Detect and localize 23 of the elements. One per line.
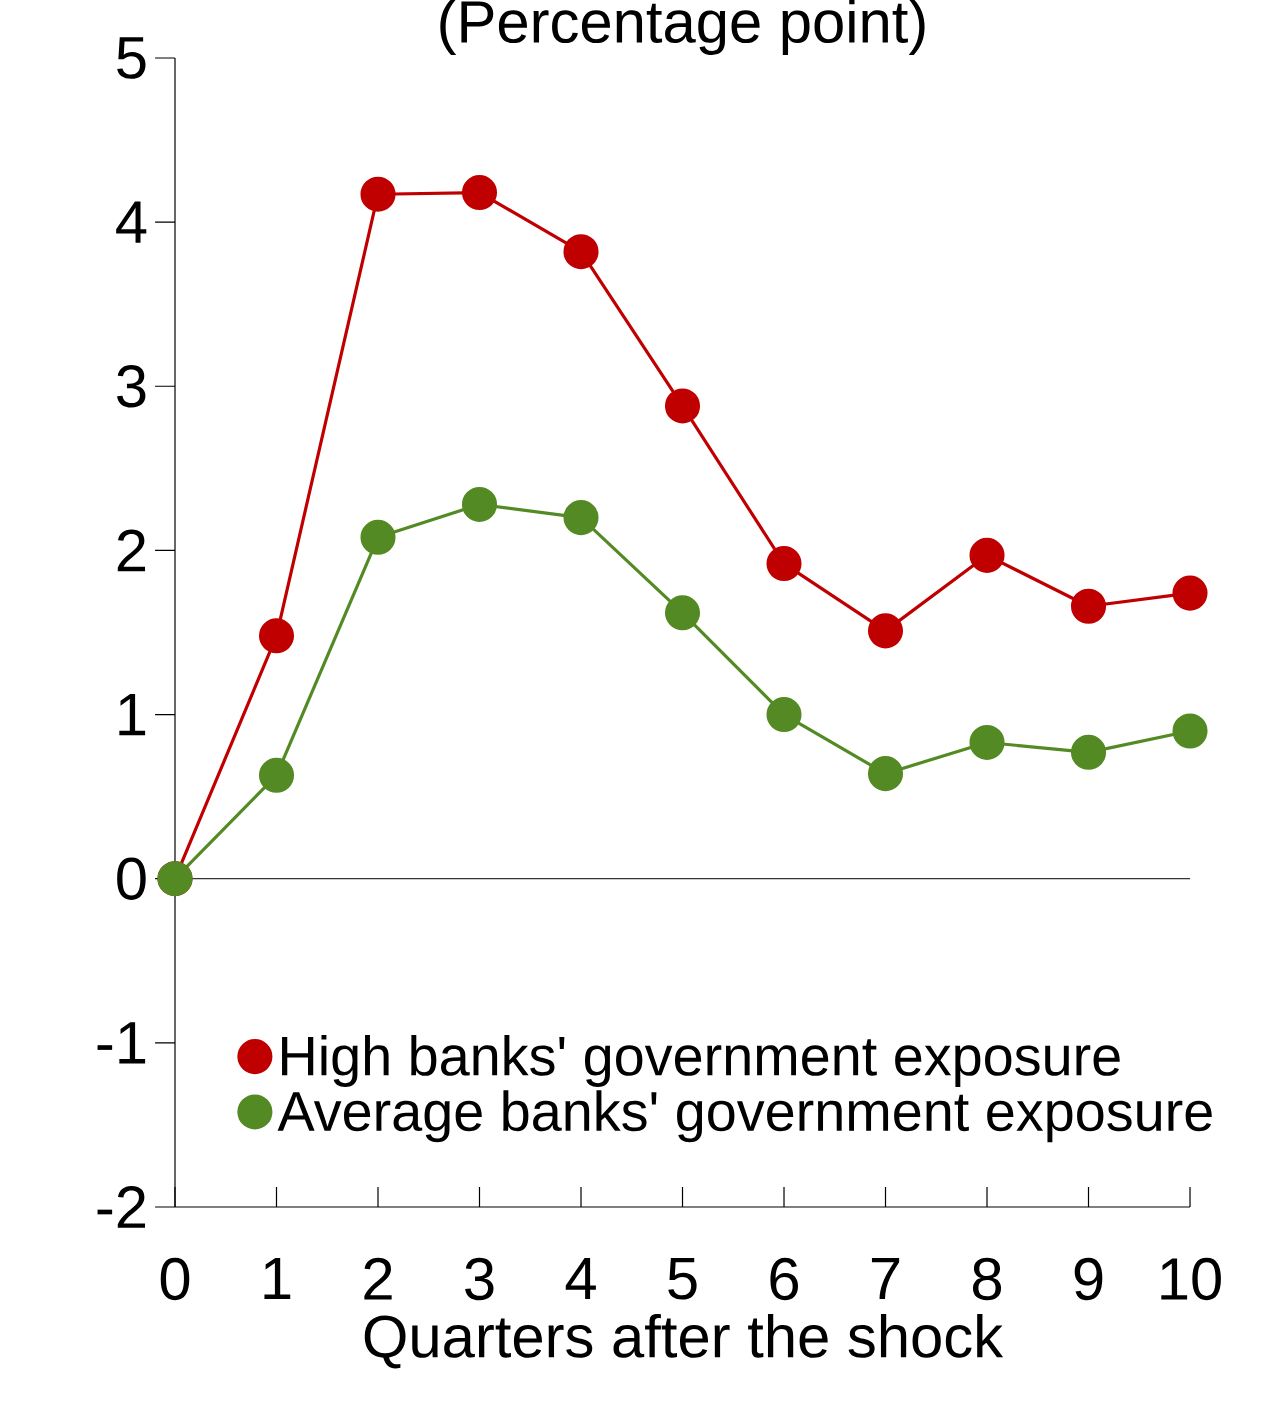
y-tick-label: 3	[117, 365, 146, 408]
x-tick-label: 7	[871, 1257, 900, 1299]
x-tick-label: 8	[972, 1257, 1002, 1301]
x-tick-label: 4	[565, 1257, 596, 1299]
y-tick-label: -2	[97, 1186, 146, 1228]
y-tick-label: 0	[117, 857, 146, 900]
x-tick-label: 6	[770, 1257, 799, 1301]
legend-label: High banks' government exposure	[282, 1034, 1120, 1087]
y-tick-label: 4	[116, 201, 147, 243]
legend-label: Average banks' government exposure	[277, 1090, 1212, 1143]
y-tick-label: 2	[117, 529, 146, 572]
x-tick-label: 2	[364, 1257, 392, 1300]
x-axis-title: Quarters after the shock	[364, 1313, 1004, 1369]
x-tick-label: 0	[160, 1257, 190, 1301]
x-tick-label: 9	[1074, 1257, 1103, 1301]
y-tick-label: 5	[117, 37, 146, 79]
x-tick-label: 1	[264, 1257, 291, 1299]
y-tick-label: 1	[119, 694, 146, 736]
chart-title: (Percentage point)	[440, 0, 925, 55]
y-tick-label: -1	[97, 1022, 146, 1064]
x-tick-label: 3	[465, 1257, 494, 1301]
x-tick-label: 5	[668, 1257, 697, 1300]
x-tick-label: 10	[1161, 1257, 1221, 1301]
